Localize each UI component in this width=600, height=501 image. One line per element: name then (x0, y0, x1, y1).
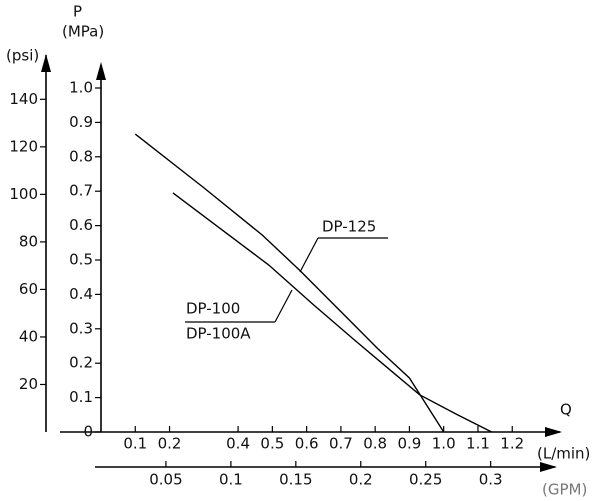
series-label: DP-100A (186, 325, 251, 343)
x-tick-label: 0.6 (295, 435, 319, 453)
y-tick-label: 0.9 (69, 113, 93, 131)
y2-tick-label: 60 (19, 280, 38, 298)
y-arrow (96, 62, 106, 80)
x-tick-label: 0.8 (363, 435, 387, 453)
x-tick-label: 0.1 (123, 435, 147, 453)
y-tick-label: 0.1 (69, 388, 93, 406)
series-label: DP-100 (186, 300, 240, 318)
y2-tick-label: 20 (19, 375, 38, 393)
y2-tick-label: 40 (19, 327, 38, 345)
leader-line (299, 237, 319, 273)
x2-axis-unit: (GPM) (542, 481, 587, 499)
x2-tick-label: 0.05 (149, 471, 182, 489)
y2-axis-unit: (psi) (6, 47, 39, 65)
y2-tick-label: 120 (9, 137, 38, 155)
y2-tick-label: 100 (9, 185, 38, 203)
y-tick-label: 0.5 (69, 251, 93, 269)
x2-tick-label: 0.1 (219, 471, 243, 489)
x2-arrow (540, 462, 557, 472)
y-tick-label: 0.3 (69, 319, 93, 337)
x-tick-label: 1.2 (500, 435, 524, 453)
y2-tick-label: 80 (19, 232, 38, 250)
y-tick-label: 0 (83, 423, 93, 441)
y-tick-label: 0.7 (69, 182, 93, 200)
y-tick-label: 0.2 (69, 354, 93, 372)
y-axis-unit: (MPa) (62, 23, 104, 41)
series-label: DP-125 (322, 218, 376, 236)
x-tick-label: 0.5 (260, 435, 284, 453)
x-axis-unit: (L/min) (537, 445, 590, 463)
x-tick-label: 0.7 (329, 435, 353, 453)
x2-tick-label: 0.15 (279, 471, 312, 489)
series-line (134, 133, 445, 433)
x-tick-label: 0.2 (158, 435, 182, 453)
x-axis-label: Q (560, 401, 572, 419)
x-tick-label: 1.0 (432, 435, 456, 453)
y-tick-label: 1.0 (69, 79, 93, 97)
series-line (172, 192, 492, 433)
x-arrow (545, 427, 562, 437)
leader-line (274, 289, 293, 323)
x2-tick-label: 0.3 (479, 471, 503, 489)
x-tick-label: 1.1 (466, 435, 490, 453)
y-axis-label: P (73, 3, 82, 21)
y2-arrow (41, 54, 51, 72)
x2-tick-label: 0.25 (409, 471, 442, 489)
y-tick-label: 0.4 (69, 285, 93, 303)
x-tick-label: 0.4 (226, 435, 250, 453)
y-tick-label: 0.8 (69, 147, 93, 165)
x2-tick-label: 0.2 (349, 471, 373, 489)
x-tick-label: 0.9 (398, 435, 422, 453)
y-tick-label: 0.6 (69, 216, 93, 234)
y2-tick-label: 140 (9, 90, 38, 108)
